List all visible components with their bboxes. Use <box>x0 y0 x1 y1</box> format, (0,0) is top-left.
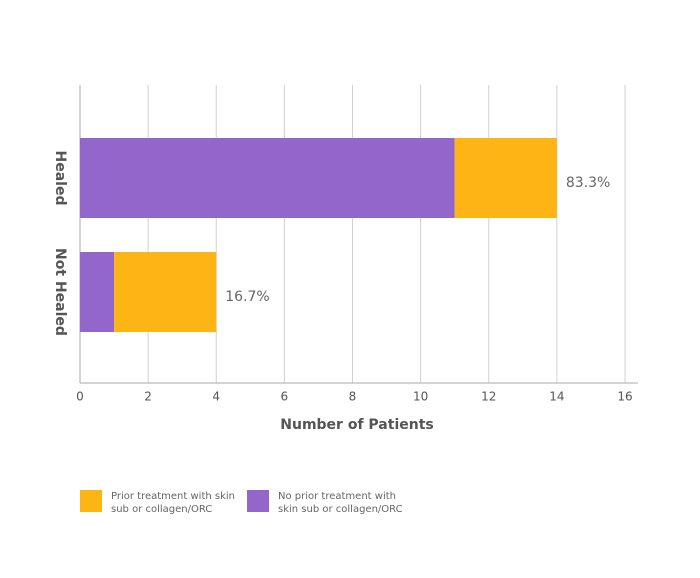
legend-item: No prior treatment with skin sub or coll… <box>247 490 403 516</box>
bar-segment <box>80 252 115 332</box>
legend-item: Prior treatment with skin sub or collage… <box>80 490 236 516</box>
x-tick-label: 2 <box>144 390 152 404</box>
x-tick-label: 6 <box>281 390 289 404</box>
legend-label: No prior treatment with skin sub or coll… <box>278 491 403 515</box>
y-tick-label: Not Healed <box>52 248 68 336</box>
legend-swatch <box>80 490 102 512</box>
total-label: 83.3% <box>566 175 610 191</box>
bar-segment <box>114 252 217 332</box>
x-tick-label: 10 <box>413 390 428 404</box>
bar-segment <box>454 138 557 218</box>
x-tick-label: 14 <box>549 390 564 404</box>
x-tick-label: 12 <box>481 390 496 404</box>
x-tick-label: 4 <box>212 390 220 404</box>
x-tick-label: 16 <box>617 390 632 404</box>
x-tick-label: 0 <box>76 390 84 404</box>
total-label: 16.7% <box>225 289 269 305</box>
bar-segment <box>80 138 455 218</box>
legend-label: Prior treatment with skin sub or collage… <box>111 491 236 515</box>
legend-swatch <box>247 490 269 512</box>
x-tick-label: 8 <box>349 390 357 404</box>
y-tick-label: Healed <box>52 151 68 206</box>
x-axis-title: Number of Patients <box>280 417 433 433</box>
